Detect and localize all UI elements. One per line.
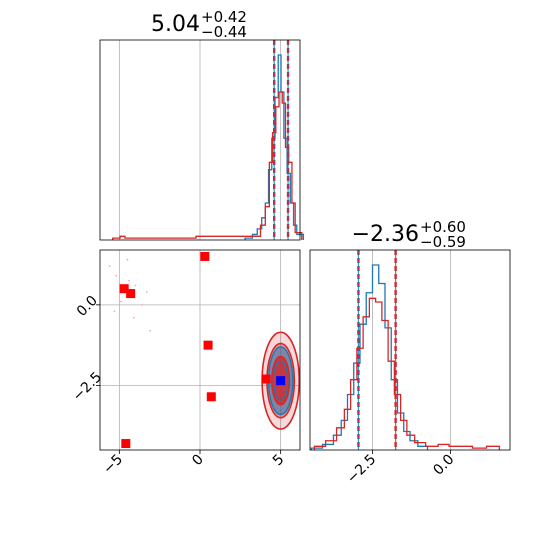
hist-2-x-tick-label: 0.0 <box>430 452 457 479</box>
title-2-plus: +0.60 <box>420 218 466 236</box>
faint-sample-point <box>115 274 118 277</box>
red-square-marker <box>206 392 216 402</box>
joint-x-tick-label: −5 <box>100 452 126 478</box>
faint-sample-point <box>141 303 143 306</box>
contour-blue-inner <box>272 360 289 401</box>
joint-y-tick-label: 0.0 <box>74 293 101 320</box>
faint-sample-point <box>149 329 151 332</box>
red-square-marker <box>261 374 271 384</box>
joint-panel: −5 0 5 0.0−2.5 <box>70 249 301 478</box>
red-square-marker <box>119 284 129 294</box>
hist-1-frame <box>99 39 301 241</box>
hist-panel-param-1: 5.04 +0.42 −0.44 <box>99 8 305 241</box>
hist-2-frame <box>309 249 511 451</box>
title-1-minus: −0.44 <box>201 23 247 41</box>
hist-1-red-series <box>112 91 303 240</box>
hist-2-x-tick-label: −2.5 <box>344 452 379 487</box>
red-square-marker <box>203 340 213 350</box>
title-1-main: 5.04 <box>151 12 200 37</box>
faint-sample-point <box>120 300 122 303</box>
faint-sample-point <box>113 310 116 313</box>
faint-sample-point <box>132 316 135 319</box>
faint-sample-point <box>128 279 130 282</box>
title-1-plus: +0.42 <box>201 8 247 26</box>
hist-2-red-series <box>313 297 501 450</box>
hist-panel-param-2: −2.5 0.0 −2.36 +0.60 −0.59 <box>309 218 511 487</box>
hist-2-blue-series <box>310 264 429 450</box>
joint-x-tick-label: 0 <box>189 452 207 470</box>
blue-square-marker <box>276 376 286 386</box>
red-square-marker <box>200 251 210 261</box>
joint-x-tick-label: 5 <box>270 452 288 470</box>
faint-sample-point <box>134 284 137 287</box>
faint-sample-point <box>108 265 111 268</box>
faint-sample-point <box>126 258 129 261</box>
title-2-minus: −0.59 <box>420 233 466 251</box>
faint-sample-point <box>145 291 148 293</box>
title-2-main: −2.36 <box>352 222 419 247</box>
red-square-marker <box>121 439 131 449</box>
red-square-marker <box>126 289 136 299</box>
